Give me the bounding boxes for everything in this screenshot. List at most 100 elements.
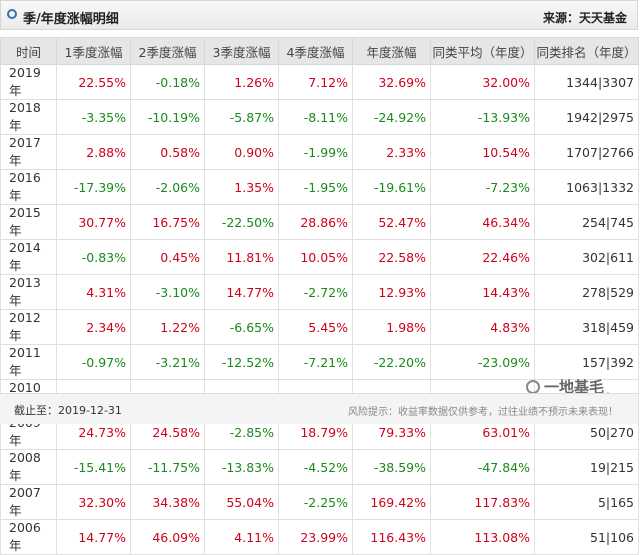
year-cell: 2011年 [0,344,57,380]
return-cell: -5.87% [204,99,279,135]
risk-notice: 风险提示：收益率数据仅供参考，过往业绩不预示未来表现！ [348,407,618,418]
return-cell: -7.21% [278,344,353,380]
return-cell: -13.93% [430,99,535,135]
return-cell: 22.58% [352,239,431,275]
return-cell: 4.31% [56,274,131,310]
return-cell: 2.34% [56,309,131,345]
year-cell: 2014年 [0,239,57,275]
return-cell: 0.90% [204,134,279,170]
rank-cell: 5|165 [534,484,639,520]
return-cell: -6.65% [204,309,279,345]
return-cell: 1.98% [352,309,431,345]
return-cell: 34.38% [130,484,205,520]
rank-cell: 1063|1332 [534,169,639,205]
column-header: 2季度涨幅 [130,37,205,65]
year-cell: 2019年 [0,64,57,100]
table-row: 2008年 -15.41% -11.75% -13.83% -4.52% -38.59% -… [0,449,639,485]
return-cell: 0.58% [130,134,205,170]
return-cell: 32.00% [430,64,535,100]
panel-title: 季/年度涨幅明细 [23,12,119,27]
column-header: 同类平均（年度） [430,37,535,65]
return-cell: 14.77% [204,274,279,310]
year-cell: 2006年 [0,519,57,555]
table-header-row: 时间 1季度涨幅 2季度涨幅 3季度涨幅 4季度涨幅 年度涨幅 同类平均（年度） 同类排名（年… [0,37,639,65]
column-header: 4季度涨幅 [278,37,353,65]
return-cell: -0.18% [130,64,205,100]
table-row: 2011年 -0.97% -3.21% -12.52% -7.21% -22.20% -23… [0,344,639,380]
year-cell: 2018年 [0,99,57,135]
return-cell: 46.09% [130,519,205,555]
return-cell: -23.09% [430,344,535,380]
return-cell: 55.04% [204,484,279,520]
footer: 截止至：2019-12-31 风险提示：收益率数据仅供参考，过往业绩不预示未来表… [0,393,638,424]
table-row: 2019年 22.55% -0.18% 1.26% 7.12% 32.69% 32.00% 1… [0,64,639,100]
return-cell: 169.42% [352,484,431,520]
return-cell: -17.39% [56,169,131,205]
return-cell: 46.34% [430,204,535,240]
return-cell: -22.50% [204,204,279,240]
return-cell: -22.20% [352,344,431,380]
return-cell: -19.61% [352,169,431,205]
circle-icon [7,9,17,19]
return-cell: -3.10% [130,274,205,310]
return-cell: 1.26% [204,64,279,100]
rank-cell: 278|529 [534,274,639,310]
rank-cell: 19|215 [534,449,639,485]
return-cell: 5.45% [278,309,353,345]
return-cell: 4.83% [430,309,535,345]
table-row: 2016年 -17.39% -2.06% 1.35% -1.95% -19.61% -7.2… [0,169,639,205]
cutoff-date: 截止至：2019-12-31 [14,404,122,417]
table-row: 2006年 14.77% 46.09% 4.11% 23.99% 116.43% 113.0… [0,519,639,555]
return-cell: 2.88% [56,134,131,170]
return-cell: -15.41% [56,449,131,485]
return-cell: 10.05% [278,239,353,275]
return-cell: -1.95% [278,169,353,205]
return-cell: -12.52% [204,344,279,380]
return-cell: -2.06% [130,169,205,205]
return-cell: 113.08% [430,519,535,555]
return-cell: 0.45% [130,239,205,275]
return-cell: 10.54% [430,134,535,170]
return-cell: 2.33% [352,134,431,170]
return-cell: 28.86% [278,204,353,240]
year-cell: 2012年 [0,309,57,345]
return-cell: -0.83% [56,239,131,275]
return-cell: 30.77% [56,204,131,240]
return-cell: 22.46% [430,239,535,275]
column-header: 3季度涨幅 [204,37,279,65]
source-label: 来源：天天基金 [542,11,627,25]
return-cell: 14.43% [430,274,535,310]
column-header: 时间 [0,37,57,65]
return-cell: -1.99% [278,134,353,170]
return-cell: 11.81% [204,239,279,275]
return-cell: -7.23% [430,169,535,205]
year-cell: 2008年 [0,449,57,485]
column-header: 年度涨幅 [352,37,431,65]
return-cell: 32.69% [352,64,431,100]
return-cell: -4.52% [278,449,353,485]
return-cell: 4.11% [204,519,279,555]
year-cell: 2013年 [0,274,57,310]
return-cell: 117.83% [430,484,535,520]
table-row: 2013年 4.31% -3.10% 14.77% -2.72% 12.93% 14.43%… [0,274,639,310]
year-cell: 2015年 [0,204,57,240]
rank-cell: 1344|3307 [534,64,639,100]
rank-cell: 318|459 [534,309,639,345]
returns-table: 时间 1季度涨幅 2季度涨幅 3季度涨幅 4季度涨幅 年度涨幅 同类平均（年度） 同类排名（年… [0,37,639,555]
return-cell: -24.92% [352,99,431,135]
return-cell: -47.84% [430,449,535,485]
table-row: 2017年 2.88% 0.58% 0.90% -1.99% 2.33% 10.54% 170… [0,134,639,170]
table-row: 2012年 2.34% 1.22% -6.65% 5.45% 1.98% 4.83% 318|… [0,309,639,345]
return-cell: 16.75% [130,204,205,240]
panel-header: 季/年度涨幅明细 来源：天天基金 [0,0,638,30]
wechat-icon [526,380,540,394]
column-header: 同类排名（年度） [534,37,639,65]
return-cell: -13.83% [204,449,279,485]
return-cell: -10.19% [130,99,205,135]
return-cell: -0.97% [56,344,131,380]
rank-cell: 157|392 [534,344,639,380]
return-cell: 14.77% [56,519,131,555]
year-cell: 2007年 [0,484,57,520]
return-cell: 1.22% [130,309,205,345]
return-cell: 7.12% [278,64,353,100]
